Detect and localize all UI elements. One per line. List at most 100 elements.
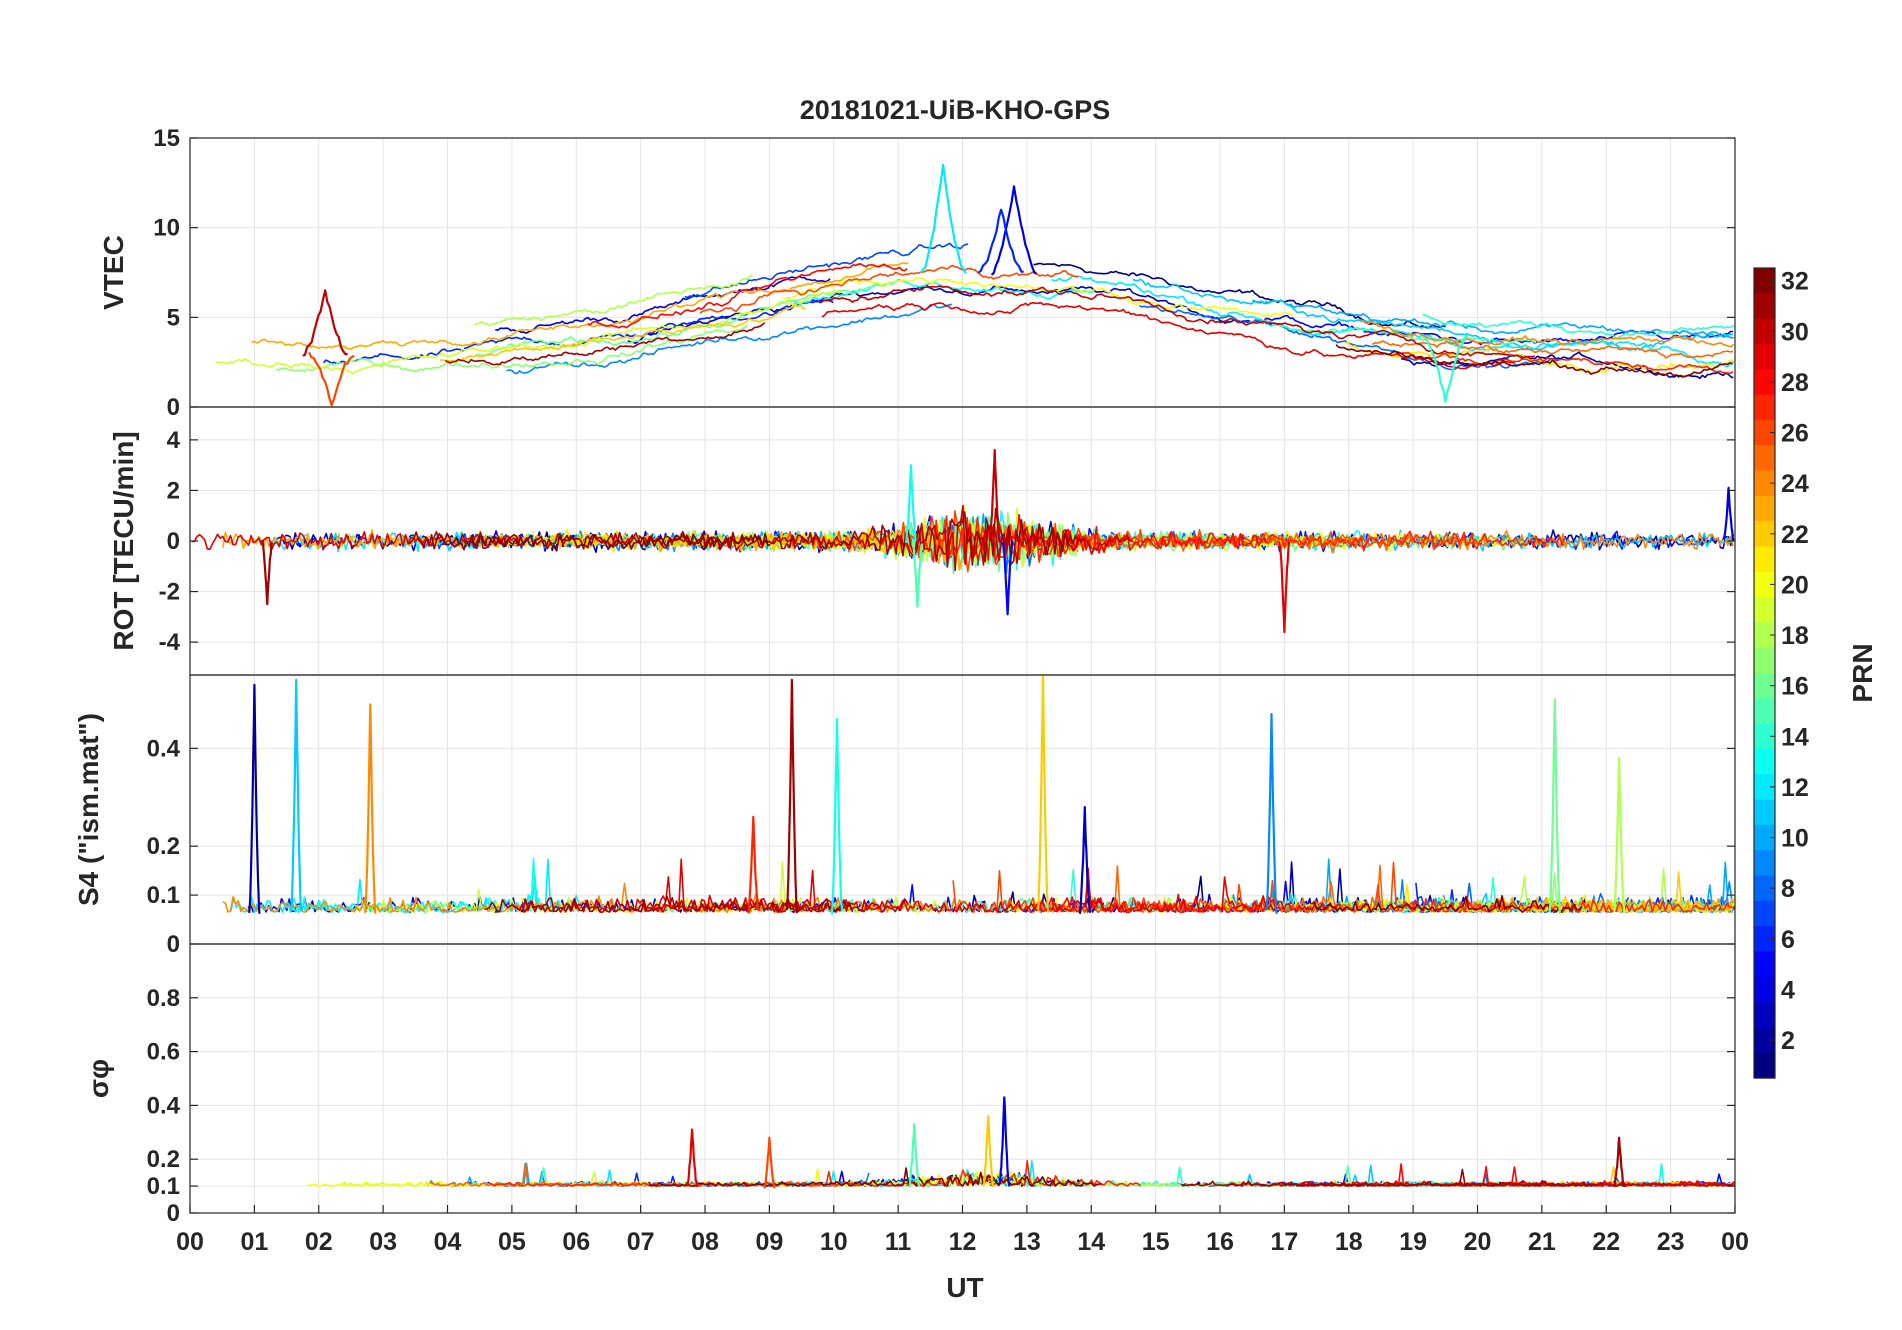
prn-trace	[1252, 299, 1734, 339]
y-tick-label: 2	[167, 477, 180, 504]
prn-feature-trace	[302, 289, 348, 357]
y-tick-label: 5	[167, 304, 180, 331]
y-tick-label: 0.1	[147, 882, 180, 909]
prn-feature-trace	[261, 539, 274, 606]
x-tick-label: 23	[1657, 1228, 1685, 1256]
prn-feature-trace	[308, 351, 355, 407]
colorbar-cell	[1754, 369, 1775, 396]
x-tick-label: 09	[755, 1228, 783, 1256]
prn-feature-trace	[904, 464, 917, 544]
x-tick-label: 12	[949, 1228, 977, 1256]
x-tick-label: 07	[627, 1228, 655, 1256]
prn-trace	[1422, 314, 1735, 340]
rot-traces	[191, 448, 1735, 634]
prn-trace	[1335, 344, 1733, 378]
prn-trace	[1371, 340, 1734, 359]
colorbar-cell	[1754, 824, 1775, 851]
prn-trace	[473, 274, 753, 327]
prn-feature-trace	[1612, 1136, 1626, 1188]
prn-trace	[191, 530, 520, 551]
y-tick-label: 0.8	[147, 985, 180, 1012]
y-tick-label: 0.2	[147, 1146, 180, 1173]
x-tick-label: 21	[1528, 1228, 1556, 1256]
x-tick-label: 00	[1721, 1228, 1749, 1256]
colorbar-cell	[1754, 495, 1775, 522]
colorbar-cell	[1754, 571, 1775, 598]
colorbar-tick-label: 18	[1781, 622, 1809, 650]
prn-trace	[1250, 321, 1537, 346]
rot-y-ticks: 4 2 0 -2 -4	[159, 427, 1735, 656]
prn-trace	[1051, 275, 1735, 368]
prn-trace	[1456, 530, 1734, 551]
colorbar-cell	[1754, 343, 1775, 370]
x-tick-label: 13	[1013, 1228, 1041, 1256]
prn-feature-trace	[1548, 698, 1561, 914]
colorbar-cell	[1754, 419, 1775, 446]
x-tick-label: 08	[691, 1228, 719, 1256]
prn-feature-trace	[290, 678, 303, 912]
x-tick-label: 22	[1592, 1228, 1620, 1256]
prn-feature-trace	[785, 678, 799, 914]
s4-y-ticks: 0.4 0.2 0.1 0	[147, 735, 1735, 958]
colorbar-cell	[1754, 673, 1775, 699]
colorbar-tick-label: 30	[1781, 318, 1809, 346]
prn-trace	[627, 283, 1272, 345]
colorbar-cell	[1754, 723, 1775, 750]
x-tick-label: 00	[176, 1228, 204, 1256]
y-tick-label: -2	[159, 579, 180, 606]
prn-feature-trace	[998, 1096, 1011, 1187]
sigma-phi-panel: 0.8 0.6 0.4 0.20.10 σφ	[83, 943, 1736, 1227]
prn-trace	[587, 263, 908, 329]
x-tick-label: 05	[498, 1228, 526, 1256]
colorbar-tick-label: 12	[1781, 774, 1809, 802]
colorbar-tick-label: 20	[1781, 571, 1809, 599]
y-tick-label: 0.4	[147, 735, 181, 762]
colorbar-cell	[1754, 976, 1775, 1003]
colorbar-tick-label: 2	[1781, 1027, 1795, 1055]
prn-trace	[1395, 350, 1734, 375]
colorbar-cell	[1754, 748, 1775, 775]
prn-feature-trace	[911, 540, 924, 608]
prn-trace	[251, 261, 909, 350]
prn-trace	[506, 303, 953, 375]
x-tick-label: 14	[1077, 1228, 1105, 1256]
colorbar-ticks: 32 30 28 26 24 22 20 18 16 14 12 10 8 6 4 2	[1770, 268, 1809, 1055]
colorbar-tick-label: 6	[1781, 926, 1795, 954]
y-tick-label: 4	[167, 427, 181, 454]
colorbar-tick-label: 24	[1781, 470, 1809, 498]
y-tick-label: 0.1	[147, 1173, 180, 1200]
prn-trace	[275, 324, 749, 373]
prn-feature-trace	[1278, 541, 1291, 634]
colorbar-cell	[1754, 698, 1775, 725]
colorbar-cell	[1754, 622, 1775, 649]
colorbar-cell	[1754, 875, 1775, 902]
colorbar-cells	[1754, 268, 1775, 1079]
s4-panel: 0.4 0.2 0.1 0 S4 ("ism.mat")	[73, 673, 1736, 958]
x-axis-label: UT	[946, 1272, 983, 1303]
rot-panel: 4 2 0 -2 -4 ROT [TECU/min]	[108, 406, 1736, 676]
x-tick-label: 03	[369, 1228, 397, 1256]
y-tick-label: 0	[167, 394, 180, 421]
prn-feature-trace	[988, 448, 1001, 544]
y-tick-label: 0	[167, 1200, 180, 1227]
prn-feature-trace	[990, 185, 1038, 276]
colorbar-cell	[1754, 850, 1775, 877]
prn-feature-trace	[1078, 805, 1092, 915]
vtec-traces	[215, 163, 1735, 407]
chart-title: 20181021-UiB-KHO-GPS	[800, 95, 1111, 125]
prn-trace	[818, 285, 1535, 360]
sigma-phi-traces	[307, 1096, 1736, 1189]
prn-feature-trace	[977, 208, 1024, 274]
s4-traces	[222, 673, 1736, 915]
prn-trace	[445, 322, 766, 366]
prn-feature-trace	[1722, 486, 1735, 541]
prn-feature-trace	[1422, 334, 1469, 403]
x-tick-label: 17	[1270, 1228, 1298, 1256]
x-tick-label: 04	[434, 1228, 462, 1256]
colorbar-cell	[1754, 799, 1775, 826]
prn-feature-trace	[982, 1115, 995, 1188]
vtec-y-label: VTEC	[98, 235, 129, 310]
colorbar-cell	[1754, 1002, 1775, 1028]
